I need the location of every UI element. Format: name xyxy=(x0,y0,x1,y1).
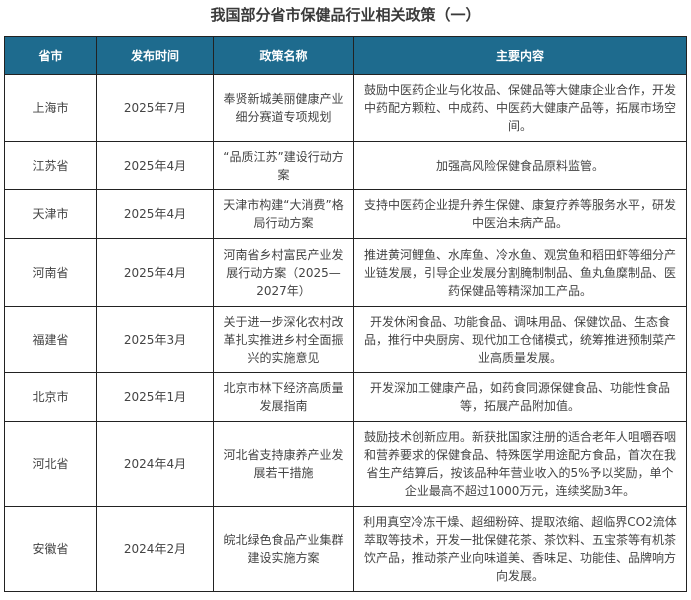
content-cell: 鼓励技术创新应用。新获批国家注册的适合老年人咀嚼吞咽和营养要求的保健食品、特殊医… xyxy=(353,421,687,507)
table-row: 天津市 2025年4月 天津市构建“大消费”格局行动方案 支持中医药企业提升养生保健、… xyxy=(4,189,687,239)
column-header-region: 省市 xyxy=(4,36,97,75)
column-header-policy: 政策名称 xyxy=(213,36,354,75)
date-cell: 2025年4月 xyxy=(96,141,214,190)
region-cell: 江苏省 xyxy=(4,141,97,190)
region-cell: 安徽省 xyxy=(4,506,97,592)
region-cell: 河北省 xyxy=(4,421,97,507)
content-cell: 支持中医药企业提升养生保健、康复疗养等服务水平，研发中医治未病产品。 xyxy=(353,189,687,239)
content-cell: 推进黄河鲤鱼、水库鱼、冷水鱼、观赏鱼和稻田虾等细分产业链发展，引导企业发展分割腌… xyxy=(353,238,687,307)
date-cell: 2024年2月 xyxy=(96,506,214,592)
policy-name-cell: 河北省支持康养产业发展若干措施 xyxy=(213,421,354,507)
policy-name-cell: 关于进一步深化农村改革扎实推进乡村全面振兴的实施意见 xyxy=(213,306,354,373)
table-row: 福建省 2025年3月 关于进一步深化农村改革扎实推进乡村全面振兴的实施意见 开发休闲… xyxy=(4,306,687,373)
region-cell: 福建省 xyxy=(4,306,97,373)
date-cell: 2024年4月 xyxy=(96,421,214,507)
page-title: 我国部分省市保健品行业相关政策（一） xyxy=(210,6,481,24)
column-header-content: 主要内容 xyxy=(353,36,687,75)
content-cell: 加强高风险保健食品原料监管。 xyxy=(353,141,687,190)
policy-name-cell: 奉贤新城美丽健康产业细分赛道专项规划 xyxy=(213,74,354,142)
table-row: 河北省 2024年4月 河北省支持康养产业发展若干措施 鼓励技术创新应用。新获批国家注… xyxy=(4,421,687,507)
table-row: 河南省 2025年4月 河南省乡村富民产业发展行动方案（2025—2027年） 推进黄… xyxy=(4,238,687,307)
policy-name-cell: “品质江苏”建设行动方案 xyxy=(213,141,354,190)
content-cell: 利用真空冷冻干燥、超细粉碎、提取浓缩、超临界CO2流体萃取等技术，开发一批保健花… xyxy=(353,506,687,592)
content-cell: 鼓励中医药企业与化妆品、保健品等大健康企业合作，开发中药配方颗粒、中成药、中医药… xyxy=(353,74,687,142)
policy-name-cell: 河南省乡村富民产业发展行动方案（2025—2027年） xyxy=(213,238,354,307)
content-cell: 开发深加工健康产品，如药食同源保健食品、功能性食品等，拓展产品附加值。 xyxy=(353,372,687,422)
content-cell: 开发休闲食品、功能食品、调味用品、保健饮品、生态食品，推行中央厨房、现代加工仓储… xyxy=(353,306,687,373)
table-row: 江苏省 2025年4月 “品质江苏”建设行动方案 加强高风险保健食品原料监管。 xyxy=(4,141,687,190)
table-row: 上海市 2025年7月 奉贤新城美丽健康产业细分赛道专项规划 鼓励中医药企业与化妆品、… xyxy=(4,74,687,142)
region-cell: 北京市 xyxy=(4,372,97,422)
policy-name-cell: 北京市林下经济高质量发展指南 xyxy=(213,372,354,422)
date-cell: 2025年7月 xyxy=(96,74,214,142)
column-header-date: 发布时间 xyxy=(96,36,214,75)
date-cell: 2025年4月 xyxy=(96,189,214,239)
table-row: 安徽省 2024年2月 皖北绿色食品产业集群建设实施方案 利用真空冷冻干燥、超细粉碎、… xyxy=(4,506,687,592)
date-cell: 2025年1月 xyxy=(96,372,214,422)
region-cell: 河南省 xyxy=(4,238,97,307)
table-header-row: 省市 发布时间 政策名称 主要内容 xyxy=(4,36,687,75)
date-cell: 2025年3月 xyxy=(96,306,214,373)
policy-name-cell: 皖北绿色食品产业集群建设实施方案 xyxy=(213,506,354,592)
region-cell: 天津市 xyxy=(4,189,97,239)
table-row: 北京市 2025年1月 北京市林下经济高质量发展指南 开发深加工健康产品，如药食同源保… xyxy=(4,372,687,422)
region-cell: 上海市 xyxy=(4,74,97,142)
policy-table: 省市 发布时间 政策名称 主要内容 上海市 2025年7月 奉贤新城美丽健康产业细分… xyxy=(4,36,687,592)
date-cell: 2025年4月 xyxy=(96,238,214,307)
policy-name-cell: 天津市构建“大消费”格局行动方案 xyxy=(213,189,354,239)
